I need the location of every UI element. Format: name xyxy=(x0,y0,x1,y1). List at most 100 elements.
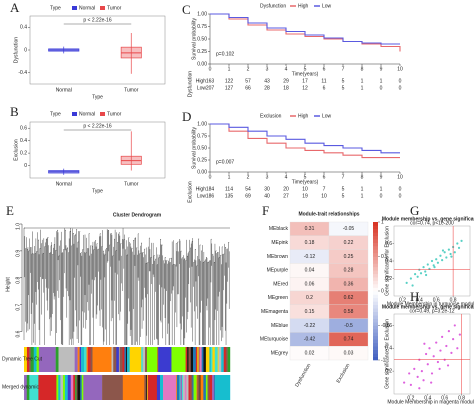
colorbar-label: 1 xyxy=(381,219,384,225)
ci-band xyxy=(210,124,400,172)
x-tick-label: 1 xyxy=(228,66,231,72)
y-axis-label: Gene significance for Exclusion xyxy=(384,226,390,296)
point xyxy=(450,255,453,258)
risk-axis-label: Exclusion xyxy=(187,181,193,203)
y-tick-label: 0.50 xyxy=(197,145,207,151)
cell-label: 0.04 xyxy=(305,268,315,274)
x-tick-label: 9 xyxy=(380,174,383,180)
risk-count: 40 xyxy=(264,193,270,199)
module-color-strip xyxy=(210,347,213,372)
point xyxy=(445,256,448,259)
module-color-strip xyxy=(145,347,148,372)
x-axis-label: Time(years) xyxy=(292,71,319,77)
y-axis-label: Exclusion xyxy=(13,139,19,161)
legend-label: Tumor xyxy=(107,111,122,117)
y-tick-label: 0.8 xyxy=(15,277,21,284)
module-color-strip xyxy=(29,375,39,400)
risk-count: 184 xyxy=(206,186,215,192)
module-color-strip xyxy=(77,375,81,400)
module-color-strip xyxy=(160,375,164,400)
cell-label: 0.31 xyxy=(305,226,315,232)
point xyxy=(432,355,435,358)
module-color-strip xyxy=(24,347,28,372)
x-tick-label: 6 xyxy=(323,174,326,180)
x-tick-label: 0 xyxy=(209,66,212,72)
colorbar-step xyxy=(373,301,378,306)
legend-title: Dysfunction xyxy=(260,3,286,9)
module-color-strip xyxy=(102,375,124,400)
risk-count: 114 xyxy=(225,186,233,192)
point xyxy=(435,258,438,261)
module-color-strip xyxy=(86,347,89,372)
row-label: MEgrey xyxy=(271,350,289,356)
module-color-strip xyxy=(73,375,76,400)
cell-label: -0.12 xyxy=(304,254,316,260)
module-color-strip xyxy=(26,375,30,400)
point xyxy=(439,254,442,257)
ci-band xyxy=(210,14,400,64)
y-tick-label: 0.6 xyxy=(15,330,21,337)
legend-label: Tumor xyxy=(107,5,122,11)
point xyxy=(411,284,414,287)
row-label: MEbrown xyxy=(267,254,288,260)
point xyxy=(458,333,461,336)
x-tick-label: Tumor xyxy=(124,181,139,187)
point xyxy=(441,249,445,252)
y-tick-label: 0.2 xyxy=(385,276,392,282)
y-tick-label: 0 xyxy=(24,47,27,53)
colorbar-step xyxy=(373,322,378,326)
colorbar-step xyxy=(373,318,378,323)
column-label: Dysfunction xyxy=(294,362,312,388)
y-tick-label: 0.00 xyxy=(197,169,207,175)
y-tick-label: 0.75 xyxy=(197,133,207,139)
module-color-strip xyxy=(142,347,146,372)
colorbar-step xyxy=(373,311,378,316)
point xyxy=(409,383,412,386)
row-label: MEturquoise xyxy=(260,337,288,343)
y-axis-label: Gene significance for Exclusion xyxy=(384,319,390,389)
risk-count: 69 xyxy=(245,193,251,199)
plot-frame xyxy=(29,121,166,179)
x-axis-label: Type xyxy=(92,94,103,100)
module-color-strip xyxy=(146,347,158,372)
module-color-strip xyxy=(38,347,56,372)
module-color-strip xyxy=(29,347,31,372)
point xyxy=(435,341,438,344)
module-color-strip xyxy=(116,347,120,372)
point xyxy=(443,251,446,254)
module-color-strip xyxy=(156,375,161,400)
module-color-strip xyxy=(212,347,215,372)
point xyxy=(423,342,426,345)
risk-count: 20 xyxy=(283,186,289,192)
y-axis-label: Dysfunction xyxy=(13,37,19,63)
module-color-strip xyxy=(205,347,209,372)
point xyxy=(420,370,423,373)
risk-count: 18 xyxy=(283,85,289,91)
dendrogram-branches xyxy=(23,227,230,345)
x-tick-label: 3 xyxy=(266,174,269,180)
y-tick-label: 0.2 xyxy=(385,368,392,374)
module-color-strip xyxy=(80,375,82,400)
point xyxy=(456,347,459,350)
module-color-strip xyxy=(119,347,123,372)
risk-count: 0 xyxy=(399,193,402,199)
point xyxy=(416,375,419,378)
risk-count: 6 xyxy=(323,85,326,91)
risk-count: 207 xyxy=(206,85,215,91)
module-color-strip xyxy=(193,375,197,400)
x-tick-label: 0.2 xyxy=(399,297,406,303)
colorbar-step xyxy=(373,339,378,344)
panel-letter: H xyxy=(410,289,419,304)
cell-label: 0.06 xyxy=(305,281,315,287)
module-color-strip xyxy=(176,375,178,400)
panel-letter: A xyxy=(10,0,20,15)
cell-label: 0.25 xyxy=(344,254,354,260)
module-color-strip xyxy=(227,347,231,372)
x-tick-label: 5 xyxy=(304,66,307,72)
colorbar-step xyxy=(373,287,378,292)
colorbar-step xyxy=(373,266,378,271)
risk-count: 0 xyxy=(380,85,383,91)
point xyxy=(422,266,425,269)
colorbar-label: -0.5 xyxy=(381,323,390,329)
